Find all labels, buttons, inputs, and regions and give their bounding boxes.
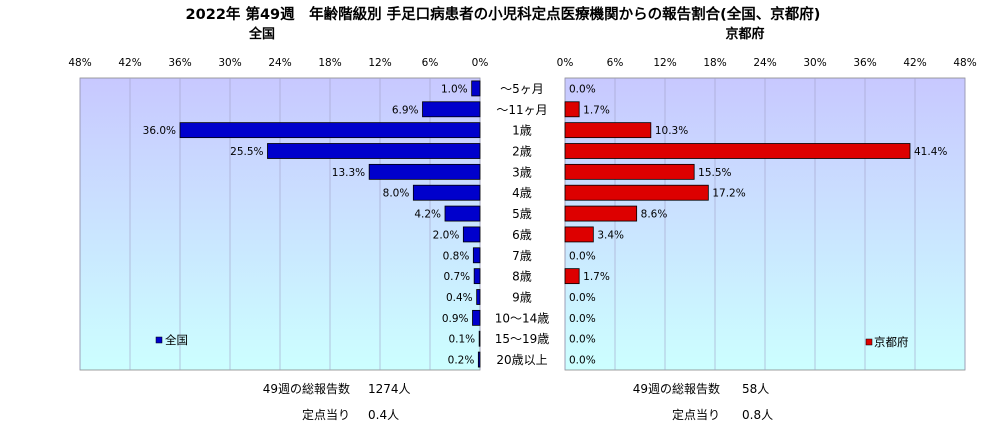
national-bar: [472, 309, 481, 326]
national-bar: [476, 289, 481, 305]
kyoto-tick-label: 12%: [653, 57, 676, 69]
kyoto-bar: [564, 122, 652, 139]
kyoto-stat-value: 0.8人: [742, 408, 773, 422]
kyoto-tick-label: 42%: [903, 57, 926, 69]
national-data-label: 25.5%: [230, 146, 263, 158]
kyoto-tick-label: 36%: [853, 57, 876, 69]
national-legend-label: 全国: [165, 333, 188, 347]
national-stat-label: 49週の総報告数: [263, 381, 350, 396]
national-data-label: 0.2%: [448, 355, 475, 367]
national-tick-label: 30%: [218, 57, 241, 69]
national-bar: [472, 247, 481, 264]
category-label: 20歳以上: [496, 353, 547, 367]
kyoto-bar: [564, 268, 580, 285]
category-label: 15～19歳: [495, 332, 550, 346]
national-tick-label: 6%: [422, 57, 439, 69]
national-bar: [444, 205, 481, 222]
kyoto-stat-label: 49週の総報告数: [633, 381, 720, 396]
kyoto-data-label: 0.0%: [569, 292, 596, 304]
national-tick-label: 12%: [368, 57, 391, 69]
kyoto-stat-label: 定点当り: [672, 407, 720, 422]
national-data-label: 0.7%: [443, 271, 470, 283]
category-label: 8歳: [512, 270, 532, 284]
kyoto-data-label: 10.3%: [655, 125, 688, 137]
kyoto-bar: [564, 226, 594, 243]
national-data-label: 0.9%: [442, 313, 469, 325]
national-data-label: 1.0%: [441, 83, 468, 95]
category-label: ～11ヶ月: [496, 103, 547, 117]
national-tick-label: 36%: [168, 57, 191, 69]
kyoto-data-label: 17.2%: [712, 188, 745, 200]
national-bar: [422, 101, 481, 118]
national-bar: [477, 351, 481, 368]
kyoto-data-label: 41.4%: [914, 146, 947, 158]
kyoto-data-label: 3.4%: [597, 229, 624, 241]
category-label: 2歳: [512, 145, 532, 159]
national-stat-value: 0.4人: [368, 408, 399, 422]
category-label: 3歳: [512, 165, 532, 179]
category-label: 4歳: [512, 186, 532, 200]
category-label: 9歳: [512, 291, 532, 305]
category-label: 6歳: [512, 228, 532, 242]
national-data-label: 36.0%: [143, 125, 176, 137]
kyoto-legend-swatch: [865, 338, 873, 346]
kyoto-data-label: 0.0%: [569, 334, 596, 346]
national-tick-label: 18%: [318, 57, 341, 69]
kyoto-data-label: 1.7%: [583, 104, 610, 116]
kyoto-data-label: 0.0%: [569, 83, 596, 95]
national-bar: [473, 268, 481, 285]
national-panel-title: 全国: [248, 26, 275, 42]
kyoto-panel-title: 京都府: [725, 26, 764, 42]
national-bar: [179, 122, 481, 139]
national-data-label: 4.2%: [414, 209, 441, 221]
national-stat-value: 1274人: [368, 382, 411, 396]
kyoto-stat-value: 58人: [742, 382, 769, 396]
national-bar: [368, 163, 481, 180]
kyoto-tick-label: 30%: [803, 57, 826, 69]
national-tick-label: 24%: [268, 57, 291, 69]
kyoto-bar: [564, 184, 709, 201]
chart-title: 2022年 第49週 年齢階級別 手足口病患者の小児科定点医療機関からの報告割合…: [186, 5, 821, 23]
category-label: 10～14歳: [495, 311, 550, 325]
kyoto-legend-label: 京都府: [874, 335, 909, 349]
national-data-label: 0.8%: [443, 250, 470, 262]
kyoto-tick-label: 6%: [607, 57, 624, 69]
national-data-label: 0.1%: [448, 334, 475, 346]
national-data-label: 0.4%: [446, 292, 473, 304]
category-label: 1歳: [512, 124, 532, 138]
kyoto-bar: [564, 205, 638, 222]
kyoto-bar: [564, 143, 911, 159]
national-data-label: 6.9%: [392, 104, 419, 116]
national-bar: [267, 143, 481, 159]
kyoto-tick-label: 18%: [703, 57, 726, 69]
national-tick-label: 48%: [68, 57, 91, 69]
national-bar: [462, 226, 481, 243]
national-stat-label: 定点当り: [302, 407, 350, 422]
category-label: 7歳: [512, 249, 532, 263]
kyoto-data-label: 0.0%: [569, 313, 596, 325]
national-legend-swatch: [155, 336, 163, 344]
national-data-label: 8.0%: [383, 188, 410, 200]
national-data-label: 13.3%: [332, 167, 365, 179]
national-tick-label: 42%: [118, 57, 141, 69]
kyoto-data-label: 8.6%: [641, 209, 668, 221]
kyoto-tick-label: 48%: [953, 57, 976, 69]
category-label: ～5ヶ月: [500, 82, 544, 96]
kyoto-data-label: 0.0%: [569, 355, 596, 367]
kyoto-bar: [564, 101, 580, 118]
national-tick-label: 0%: [472, 57, 489, 69]
national-bar: [478, 330, 481, 347]
kyoto-data-label: 15.5%: [698, 167, 731, 179]
national-data-label: 2.0%: [433, 229, 460, 241]
national-bar: [471, 80, 481, 97]
kyoto-tick-label: 24%: [753, 57, 776, 69]
kyoto-data-label: 0.0%: [569, 250, 596, 262]
kyoto-tick-label: 0%: [557, 57, 574, 69]
kyoto-data-label: 1.7%: [583, 271, 610, 283]
category-label: 5歳: [512, 207, 532, 221]
kyoto-bar: [564, 163, 695, 180]
national-bar: [412, 184, 481, 201]
